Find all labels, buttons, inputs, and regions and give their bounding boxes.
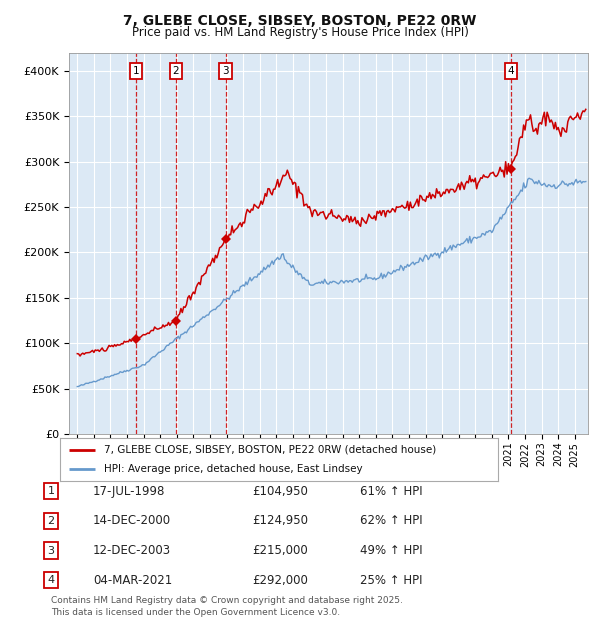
Text: £104,950: £104,950 [252, 485, 308, 497]
Text: 7, GLEBE CLOSE, SIBSEY, BOSTON, PE22 0RW: 7, GLEBE CLOSE, SIBSEY, BOSTON, PE22 0RW [124, 14, 476, 28]
Text: 2: 2 [173, 66, 179, 76]
Text: 3: 3 [223, 66, 229, 76]
Text: Contains HM Land Registry data © Crown copyright and database right 2025.
This d: Contains HM Land Registry data © Crown c… [51, 596, 403, 617]
Text: 4: 4 [47, 575, 55, 585]
Text: 3: 3 [47, 546, 55, 556]
Text: 12-DEC-2003: 12-DEC-2003 [93, 544, 171, 557]
Text: Price paid vs. HM Land Registry's House Price Index (HPI): Price paid vs. HM Land Registry's House … [131, 26, 469, 39]
Text: HPI: Average price, detached house, East Lindsey: HPI: Average price, detached house, East… [104, 464, 362, 474]
Text: 17-JUL-1998: 17-JUL-1998 [93, 485, 166, 497]
Text: 4: 4 [508, 66, 515, 76]
Text: 25% ↑ HPI: 25% ↑ HPI [360, 574, 422, 587]
Text: 62% ↑ HPI: 62% ↑ HPI [360, 515, 422, 527]
Text: 04-MAR-2021: 04-MAR-2021 [93, 574, 172, 587]
Text: 61% ↑ HPI: 61% ↑ HPI [360, 485, 422, 497]
Text: 1: 1 [47, 486, 55, 496]
Text: 1: 1 [133, 66, 139, 76]
Text: 7, GLEBE CLOSE, SIBSEY, BOSTON, PE22 0RW (detached house): 7, GLEBE CLOSE, SIBSEY, BOSTON, PE22 0RW… [104, 445, 436, 454]
Text: £215,000: £215,000 [252, 544, 308, 557]
Text: 49% ↑ HPI: 49% ↑ HPI [360, 544, 422, 557]
Text: 2: 2 [47, 516, 55, 526]
Text: 14-DEC-2000: 14-DEC-2000 [93, 515, 171, 527]
Text: £292,000: £292,000 [252, 574, 308, 587]
Text: £124,950: £124,950 [252, 515, 308, 527]
